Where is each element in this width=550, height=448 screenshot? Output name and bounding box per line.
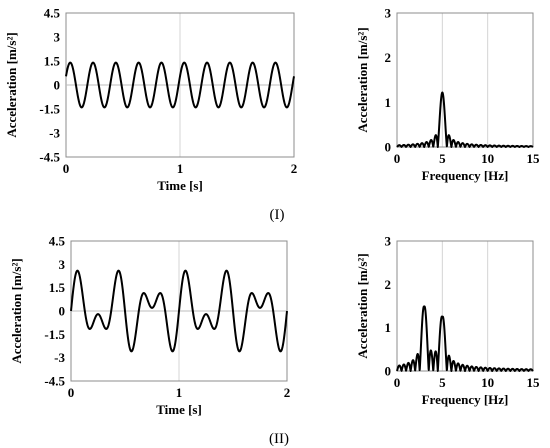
plot-frame-freq-I	[396, 12, 534, 148]
x-axis-label: Time [s]	[156, 402, 202, 417]
x-tick-label: 2	[284, 385, 291, 400]
y-axis-label: Acceleration [m/s²]	[355, 253, 370, 358]
x-tick-label: 10	[481, 375, 494, 390]
x-tick-label: 0	[63, 161, 70, 176]
y-axis-label: Acceleration [m/s²]	[9, 258, 24, 363]
x-tick-label: 5	[439, 151, 446, 166]
y-tick-label: 0	[54, 78, 61, 93]
x-tick-label: 1	[177, 161, 184, 176]
x-tick-label: 0	[68, 385, 75, 400]
y-tick-label: -3	[49, 126, 60, 141]
y-tick-label: 4.5	[44, 6, 61, 21]
x-tick-label: 0	[394, 151, 401, 166]
caption-top: (I)	[270, 207, 285, 223]
x-tick-label: 15	[527, 151, 541, 166]
y-tick-label: 1.5	[49, 280, 66, 295]
series-line-time-I	[65, 61, 295, 109]
y-axis-label: Acceleration [m/s²]	[4, 32, 19, 137]
y-tick-label: 0	[385, 364, 392, 379]
x-axis-label: Frequency [Hz]	[422, 392, 509, 407]
x-tick-label: 2	[291, 161, 298, 176]
chart-time-I: 0 1 2 4.5 3 1.5 0 -1.5 -3 -4.5 Time [s] Acceleratio…	[4, 6, 297, 194]
x-tick-label: 5	[439, 375, 446, 390]
y-tick-label: 1.5	[44, 54, 61, 69]
y-tick-label: 3	[385, 234, 392, 249]
x-axis-label: Frequency [Hz]	[422, 168, 509, 183]
y-tick-label: -3	[54, 350, 65, 365]
plot-frame-freq-II	[396, 240, 534, 372]
x-tick-label: 10	[481, 151, 494, 166]
y-tick-label: -4.5	[39, 150, 60, 165]
y-tick-label: 3	[59, 257, 66, 272]
series-line-freq-II	[396, 305, 534, 372]
series-line-time-II	[70, 269, 288, 353]
y-tick-label: 1	[385, 95, 392, 110]
y-axis-label: Acceleration [m/s²]	[355, 27, 370, 132]
y-tick-label: 1	[385, 320, 392, 335]
x-axis-label: Time [s]	[157, 178, 203, 193]
series-line-freq-I	[396, 91, 534, 148]
y-tick-label: 4.5	[49, 234, 66, 249]
caption-bottom: (II)	[269, 431, 289, 447]
x-tick-label: 0	[394, 375, 401, 390]
x-tick-label: 15	[527, 375, 541, 390]
y-tick-label: 2	[385, 277, 392, 292]
y-tick-label: -1.5	[39, 102, 60, 117]
y-tick-label: 2	[385, 50, 392, 65]
y-tick-label: 3	[54, 30, 61, 45]
y-tick-label: -4.5	[44, 374, 65, 389]
y-tick-label: -1.5	[44, 327, 65, 342]
y-tick-label: 0	[385, 140, 392, 155]
y-tick-label: 0	[59, 304, 66, 319]
chart-time-II: 0 1 2 4.5 3 1.5 0 -1.5 -3 -4.5 Time [s] Acceleratio…	[9, 234, 290, 418]
y-tick-label: 3	[385, 6, 392, 21]
x-tick-label: 1	[176, 385, 183, 400]
